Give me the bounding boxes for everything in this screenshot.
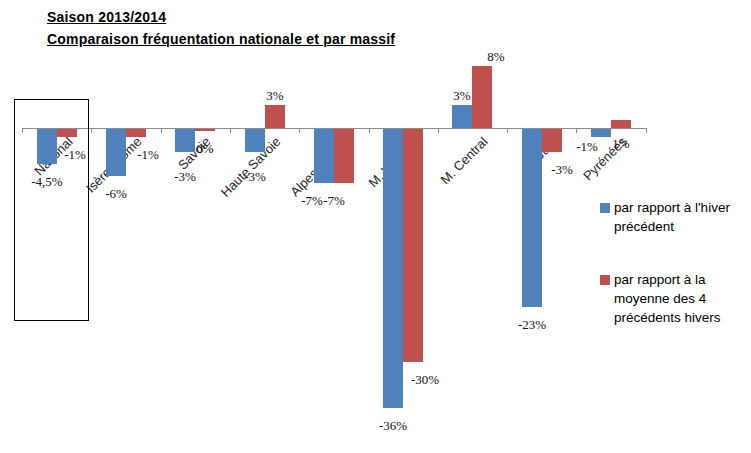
bar-blue-4: [245, 129, 265, 152]
legend-item-moyenne-4-hivers: par rapport à la moyenne des 4 précédent…: [600, 270, 746, 327]
chart-canvas: Saison 2013/2014 Comparaison fréquentati…: [0, 0, 751, 453]
legend-item-hiver-precedent: par rapport à l'hiver précédent: [600, 198, 746, 236]
bar-red-2: [126, 129, 146, 137]
bar-blue-6: [383, 129, 403, 408]
data-label-red-9: 1%: [589, 136, 653, 152]
bar-red-3: [195, 129, 215, 131]
chart-title-line1: Saison 2013/2014: [47, 9, 166, 25]
legend-swatch-red: [600, 275, 610, 285]
bar-blue-5: [314, 129, 334, 183]
data-label-blue-8: -23%: [500, 317, 564, 333]
bar-red-5: [334, 129, 354, 183]
data-label-blue-3: -3%: [153, 169, 217, 185]
chart-title-line2: Comparaison fréquentation nationale et p…: [47, 31, 395, 47]
x-axis-tick: [507, 129, 508, 133]
legend-label: par rapport à l'hiver précédent: [614, 198, 746, 236]
x-axis-tick: [576, 129, 577, 133]
data-label-red-3: 0%: [173, 141, 237, 157]
x-axis-tick: [299, 129, 300, 133]
x-axis-tick: [369, 129, 370, 133]
data-label-red-4: 3%: [243, 88, 307, 104]
legend-label: par rapport à la moyenne des 4 précédent…: [614, 270, 746, 327]
national-highlight-box: [14, 99, 89, 321]
bar-red-7: [472, 66, 492, 128]
x-axis-tick: [646, 129, 647, 133]
x-axis-tick: [230, 129, 231, 133]
bar-red-6: [403, 129, 423, 362]
data-label-red-6: -30%: [393, 372, 457, 388]
x-axis-tick: [91, 129, 92, 133]
x-axis-tick: [161, 129, 162, 133]
bar-red-4: [265, 105, 285, 128]
data-label-red-2: -1%: [116, 147, 180, 163]
bar-red-9: [611, 120, 631, 128]
data-label-red-7: 8%: [464, 49, 528, 65]
data-label-blue-4: -3%: [223, 169, 287, 185]
x-axis-tick: [438, 129, 439, 133]
bar-blue-7: [452, 105, 472, 128]
data-label-blue-6: -36%: [361, 418, 425, 434]
legend-swatch-blue: [600, 203, 610, 213]
